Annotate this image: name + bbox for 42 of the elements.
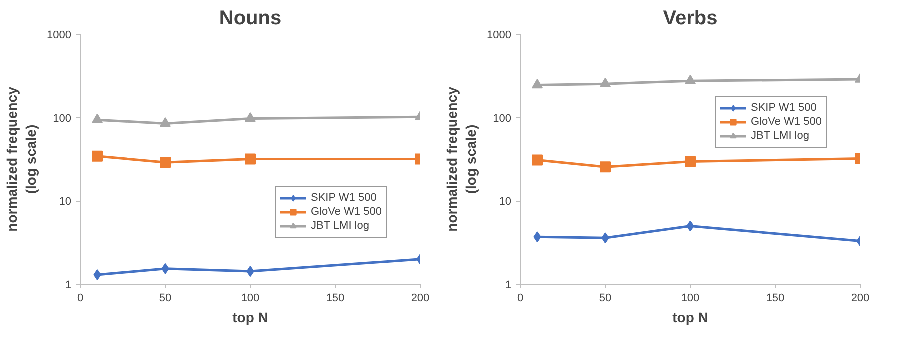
legend-label: GloVe W1 500 [751, 115, 822, 130]
chart-title: Verbs [663, 8, 718, 30]
point [532, 78, 543, 89]
point [532, 154, 543, 166]
y-tick-label: 1 [65, 280, 72, 292]
point [245, 154, 256, 165]
legend-label: SKIP W1 500 [311, 190, 377, 205]
y-axis-title: normalized frequency (log scale) [444, 86, 480, 232]
y-tick-label: 10 [59, 196, 72, 208]
point [160, 157, 171, 168]
point [600, 78, 611, 88]
point [685, 156, 696, 168]
x-axis-title: top N [232, 310, 268, 326]
legend-label: JBT LMI log [751, 129, 810, 144]
y-tick-label: 100 [53, 112, 72, 125]
point [92, 114, 103, 124]
legend-label: JBT LMI log [311, 218, 370, 233]
x-tick-label: 150 [326, 292, 345, 304]
x-tick-label: 150 [766, 292, 785, 304]
y-axis-title: normalized frequency (log scale) [4, 86, 40, 232]
x-tick-label: 0 [517, 292, 524, 304]
x-tick-label: 200 [851, 292, 870, 304]
x-tick-label: 0 [77, 292, 84, 304]
legend-label: SKIP W1 500 [751, 101, 817, 116]
x-tick-label: 100 [241, 292, 260, 304]
x-tick-label: 100 [681, 292, 700, 304]
point [92, 150, 103, 162]
y-tick-label: 100 [493, 112, 512, 125]
x-tick-label: 50 [599, 292, 612, 304]
y-tick-label: 1 [505, 280, 512, 292]
y-tick-label: 10 [499, 196, 512, 208]
legend-label: GloVe W1 500 [311, 204, 382, 219]
point [685, 74, 696, 84]
y-tick-label: 1000 [47, 30, 72, 42]
point [160, 117, 171, 128]
point [600, 162, 611, 173]
x-tick-label: 50 [159, 292, 172, 304]
x-tick-label: 200 [411, 292, 430, 304]
chart-title: Nouns [219, 8, 282, 30]
y-tick-label: 1000 [487, 30, 512, 42]
x-axis-title: top N [672, 310, 708, 326]
point [245, 112, 256, 122]
